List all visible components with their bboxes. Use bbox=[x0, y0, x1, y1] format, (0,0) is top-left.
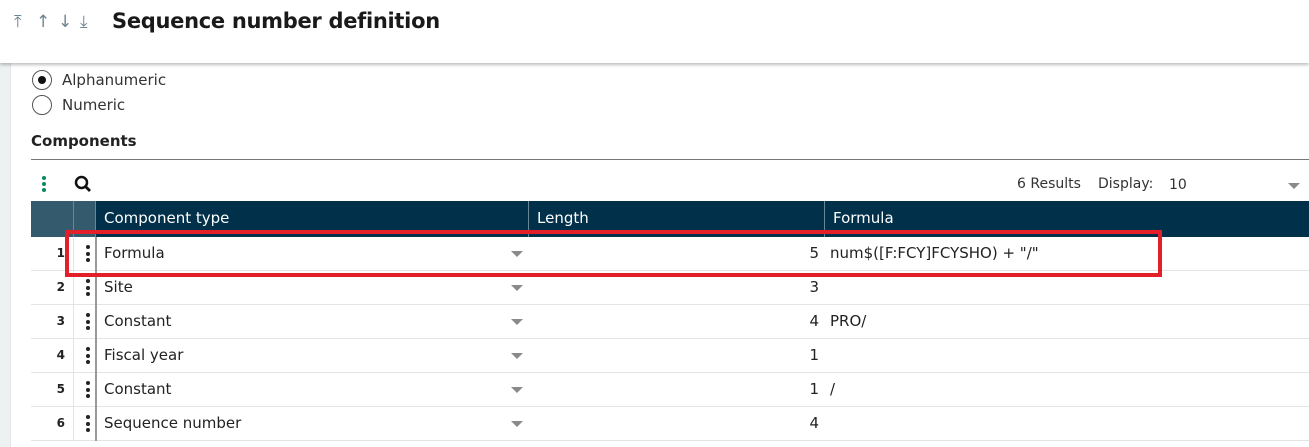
row-menu-icon[interactable] bbox=[86, 279, 90, 299]
length-cell[interactable]: 4 bbox=[809, 414, 819, 432]
radio-label: Numeric bbox=[62, 96, 126, 114]
table-actions-icon[interactable] bbox=[42, 176, 46, 194]
radio-empty-icon bbox=[32, 95, 52, 115]
component-type-cell[interactable]: Constant bbox=[104, 312, 172, 330]
highlight-box bbox=[65, 230, 1162, 277]
length-cell[interactable]: 3 bbox=[809, 278, 819, 296]
formula-cell[interactable]: / bbox=[830, 380, 836, 398]
row-number: 5 bbox=[31, 373, 74, 406]
column-divider bbox=[95, 237, 97, 271]
column-divider bbox=[95, 407, 97, 441]
search-icon[interactable] bbox=[74, 175, 92, 193]
column-formula[interactable]: Formula bbox=[833, 209, 894, 227]
column-divider bbox=[95, 305, 97, 339]
display-label: Display: bbox=[1098, 176, 1154, 192]
section-title: Components bbox=[31, 132, 137, 150]
row-number: 2 bbox=[31, 271, 74, 304]
table-row[interactable]: 4 Fiscal year 1 bbox=[31, 339, 1309, 373]
chevron-down-icon[interactable] bbox=[511, 285, 523, 291]
row-menu-icon[interactable] bbox=[86, 313, 90, 333]
page-title: Sequence number definition bbox=[112, 9, 440, 33]
component-type-cell[interactable]: Sequence number bbox=[104, 414, 242, 432]
chevron-down-icon[interactable] bbox=[1288, 183, 1300, 189]
component-type-cell[interactable]: Formula bbox=[104, 244, 165, 262]
radio-selected-icon bbox=[32, 70, 52, 90]
row-number: 4 bbox=[31, 339, 74, 372]
formula-cell[interactable]: PRO/ bbox=[830, 312, 867, 330]
chevron-down-icon[interactable] bbox=[511, 251, 523, 257]
component-type-cell[interactable]: Constant bbox=[104, 380, 172, 398]
column-divider bbox=[95, 271, 97, 305]
formula-cell[interactable]: num$([F:FCY]FCYSHO) + "/" bbox=[830, 244, 1039, 262]
display-select[interactable]: 10 bbox=[1169, 177, 1187, 193]
row-menu-icon[interactable] bbox=[86, 245, 90, 265]
row-number: 1 bbox=[31, 237, 74, 270]
chevron-down-icon[interactable] bbox=[511, 319, 523, 325]
radio-alphanumeric[interactable]: Alphanumeric bbox=[32, 70, 166, 90]
row-menu-icon[interactable] bbox=[86, 415, 90, 435]
left-strip bbox=[0, 63, 11, 447]
component-type-cell[interactable]: Site bbox=[104, 278, 133, 296]
length-cell[interactable]: 4 bbox=[809, 312, 819, 330]
row-number: 6 bbox=[31, 407, 74, 440]
component-type-cell[interactable]: Fiscal year bbox=[104, 346, 184, 364]
arrow-to-bottom-icon[interactable]: ⤓ bbox=[80, 12, 88, 32]
header-actions bbox=[74, 201, 96, 237]
radio-label: Alphanumeric bbox=[62, 71, 167, 89]
column-component-type[interactable]: Component type bbox=[96, 201, 529, 237]
radio-numeric[interactable]: Numeric bbox=[32, 95, 125, 115]
chevron-down-icon[interactable] bbox=[511, 421, 523, 427]
row-menu-icon[interactable] bbox=[86, 381, 90, 401]
arrow-up-icon[interactable]: ↑ bbox=[36, 12, 51, 32]
page-header: ⤒ ↑ ↓ ⤓ Sequence number definition bbox=[0, 0, 1309, 63]
chevron-down-icon[interactable] bbox=[511, 387, 523, 393]
column-length[interactable]: Length bbox=[529, 201, 825, 237]
chevron-down-icon[interactable] bbox=[511, 353, 523, 359]
table-row[interactable]: 1 Formula 5 num$([F:FCY]FCYSHO) + "/" bbox=[31, 237, 1309, 271]
row-number: 3 bbox=[31, 305, 74, 338]
divider bbox=[31, 159, 1309, 160]
results-count: 6 Results bbox=[1017, 176, 1081, 192]
column-divider bbox=[95, 339, 97, 373]
table-row[interactable]: 6 Sequence number 4 bbox=[31, 407, 1309, 441]
length-cell[interactable]: 1 bbox=[809, 346, 819, 364]
length-cell[interactable]: 1 bbox=[809, 380, 819, 398]
length-cell[interactable]: 5 bbox=[809, 244, 819, 262]
table-row[interactable]: 2 Site 3 bbox=[31, 271, 1309, 305]
column-divider bbox=[95, 373, 97, 407]
table-row[interactable]: 3 Constant 4 PRO/ bbox=[31, 305, 1309, 339]
table-row[interactable]: 5 Constant 1 / bbox=[31, 373, 1309, 407]
arrow-down-icon[interactable]: ↓ bbox=[58, 12, 73, 32]
arrow-to-top-icon[interactable]: ⤒ bbox=[14, 12, 22, 32]
row-menu-icon[interactable] bbox=[86, 347, 90, 367]
